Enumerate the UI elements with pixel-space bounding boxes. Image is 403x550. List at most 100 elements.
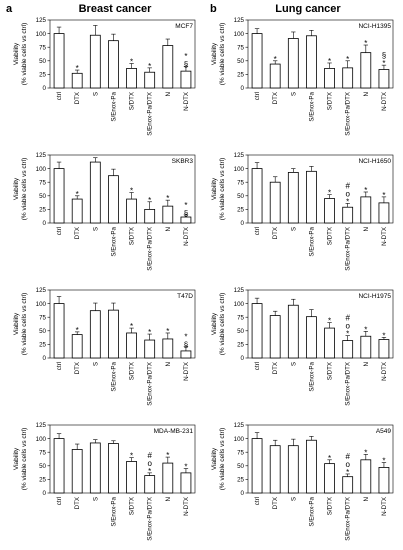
y-axis-label-line: Viability	[13, 447, 20, 470]
significance-mark: o	[345, 460, 350, 469]
significance-mark: *	[382, 191, 385, 200]
y-axis-label: Viability(% viable cells vs ctrl)	[211, 158, 226, 220]
panel-a-title: Breast cancer	[79, 3, 152, 15]
cell-line-title: MDA-MB-231	[154, 428, 194, 435]
chart-panel-4: Viability(% viable cells vs ctrl) 0 25 50 75…	[211, 17, 394, 136]
chart-panel-5: Viability(% viable cells vs ctrl) 0 25 50 75…	[211, 152, 394, 271]
y-tick-label: 0	[241, 490, 245, 497]
bar	[180, 216, 192, 224]
y-tick-label: 25	[39, 477, 46, 484]
bar	[144, 208, 156, 224]
significance-mark: o	[147, 459, 152, 468]
bar	[71, 72, 83, 89]
category-label: N	[165, 92, 172, 96]
y-axis-label-line: Viability	[211, 447, 218, 470]
y-tick-label: 25	[39, 72, 46, 79]
significance-mark: *	[328, 454, 331, 463]
bar	[251, 303, 263, 359]
cell-line-title: T47D	[177, 293, 193, 300]
bar	[342, 340, 354, 359]
significance-mark: *	[148, 467, 151, 476]
bar	[71, 334, 83, 359]
y-tick-label: 75	[39, 314, 46, 321]
y-tick-label: 50	[237, 193, 244, 200]
significance-mark: *	[148, 196, 151, 205]
category-label: N-DTX	[381, 362, 388, 381]
plot-frame	[49, 19, 196, 89]
category-label: ctrl	[254, 497, 261, 505]
plot-frame	[49, 424, 196, 494]
category-label: S/Enox-Pa	[308, 91, 315, 121]
bar	[360, 459, 372, 494]
category-label: N-DTX	[183, 92, 190, 111]
y-axis-label: Viability(% viable cells vs ctrl)	[13, 293, 28, 355]
cell-line-title: SKBR3	[172, 158, 194, 165]
chart-panel-2: Viability(% viable cells vs ctrl) 0 25 50 75…	[13, 287, 196, 406]
category-label: N	[363, 227, 370, 231]
chart-panel-1: Viability(% viable cells vs ctrl) 0 25 50 75…	[13, 152, 196, 271]
bar	[53, 438, 65, 494]
category-label: S/Enox-Pa/DTX	[147, 362, 154, 406]
bar	[53, 168, 65, 224]
bar	[89, 310, 101, 359]
bar	[126, 332, 137, 359]
significance-mark: *	[346, 468, 349, 477]
bar	[342, 476, 354, 494]
y-axis-label-line: Viability	[211, 42, 218, 65]
chart-panel-6: Viability(% viable cells vs ctrl) 0 25 50 75…	[211, 287, 394, 406]
category-label: S/Enox-Pa	[110, 91, 117, 121]
y-tick-label: 0	[241, 220, 245, 227]
category-label: N-DTX	[381, 497, 388, 516]
y-axis-label-line: Viability	[13, 42, 20, 65]
category-label: N	[363, 497, 370, 501]
y-tick-label: 125	[234, 17, 245, 24]
bar	[251, 33, 263, 89]
category-label: S	[290, 227, 297, 231]
cell-line-title: NCI-H1650	[358, 158, 391, 165]
significance-mark: #	[345, 181, 350, 190]
y-axis-label-line: Viability	[211, 312, 218, 335]
y-tick-label: 125	[234, 287, 245, 294]
y-tick-label: 50	[237, 463, 244, 470]
plot-frame	[247, 424, 394, 494]
category-label: N-DTX	[381, 92, 388, 111]
bar	[342, 206, 354, 224]
category-label: ctrl	[56, 497, 63, 505]
bar	[126, 461, 137, 494]
significance-mark: *	[184, 201, 187, 210]
significance-mark: *	[130, 322, 133, 331]
y-tick-label: 0	[43, 85, 47, 92]
category-label: N-DTX	[183, 227, 190, 246]
bar	[126, 68, 137, 89]
y-axis-label-line: (% viable cells vs ctrl)	[21, 23, 28, 85]
y-tick-label: 100	[234, 31, 245, 38]
category-label: S/Enox-Pa/DTX	[147, 92, 154, 136]
cell-line-title: NCI-H1395	[358, 23, 391, 30]
bar	[378, 69, 390, 89]
significance-mark: *	[184, 52, 187, 61]
y-axis-label-line: (% viable cells vs ctrl)	[21, 428, 28, 490]
significance-mark: *	[130, 58, 133, 67]
significance-mark: o	[345, 189, 350, 198]
y-axis-label-line: Viability	[13, 312, 20, 335]
y-tick-label: 75	[39, 179, 46, 186]
significance-mark: *	[76, 326, 79, 335]
category-label: DTX	[272, 92, 279, 104]
significance-mark: *	[382, 457, 385, 466]
y-tick-label: 100	[234, 301, 245, 308]
category-label: N-DTX	[183, 362, 190, 381]
y-tick-label: 75	[237, 314, 244, 321]
significance-mark: *	[184, 333, 187, 342]
y-tick-label: 125	[234, 152, 245, 159]
cell-line-title: NCI-H1975	[358, 293, 391, 300]
category-label: N-DTX	[183, 497, 190, 516]
bar	[269, 445, 281, 494]
bar	[324, 463, 335, 494]
category-label: S/DTX	[129, 362, 136, 380]
category-label: ctrl	[56, 92, 63, 100]
y-tick-label: 50	[39, 328, 46, 335]
bar	[324, 198, 335, 224]
plot-frame	[247, 19, 394, 89]
y-tick-label: 25	[39, 342, 46, 349]
y-axis-label-line: (% viable cells vs ctrl)	[219, 428, 226, 490]
